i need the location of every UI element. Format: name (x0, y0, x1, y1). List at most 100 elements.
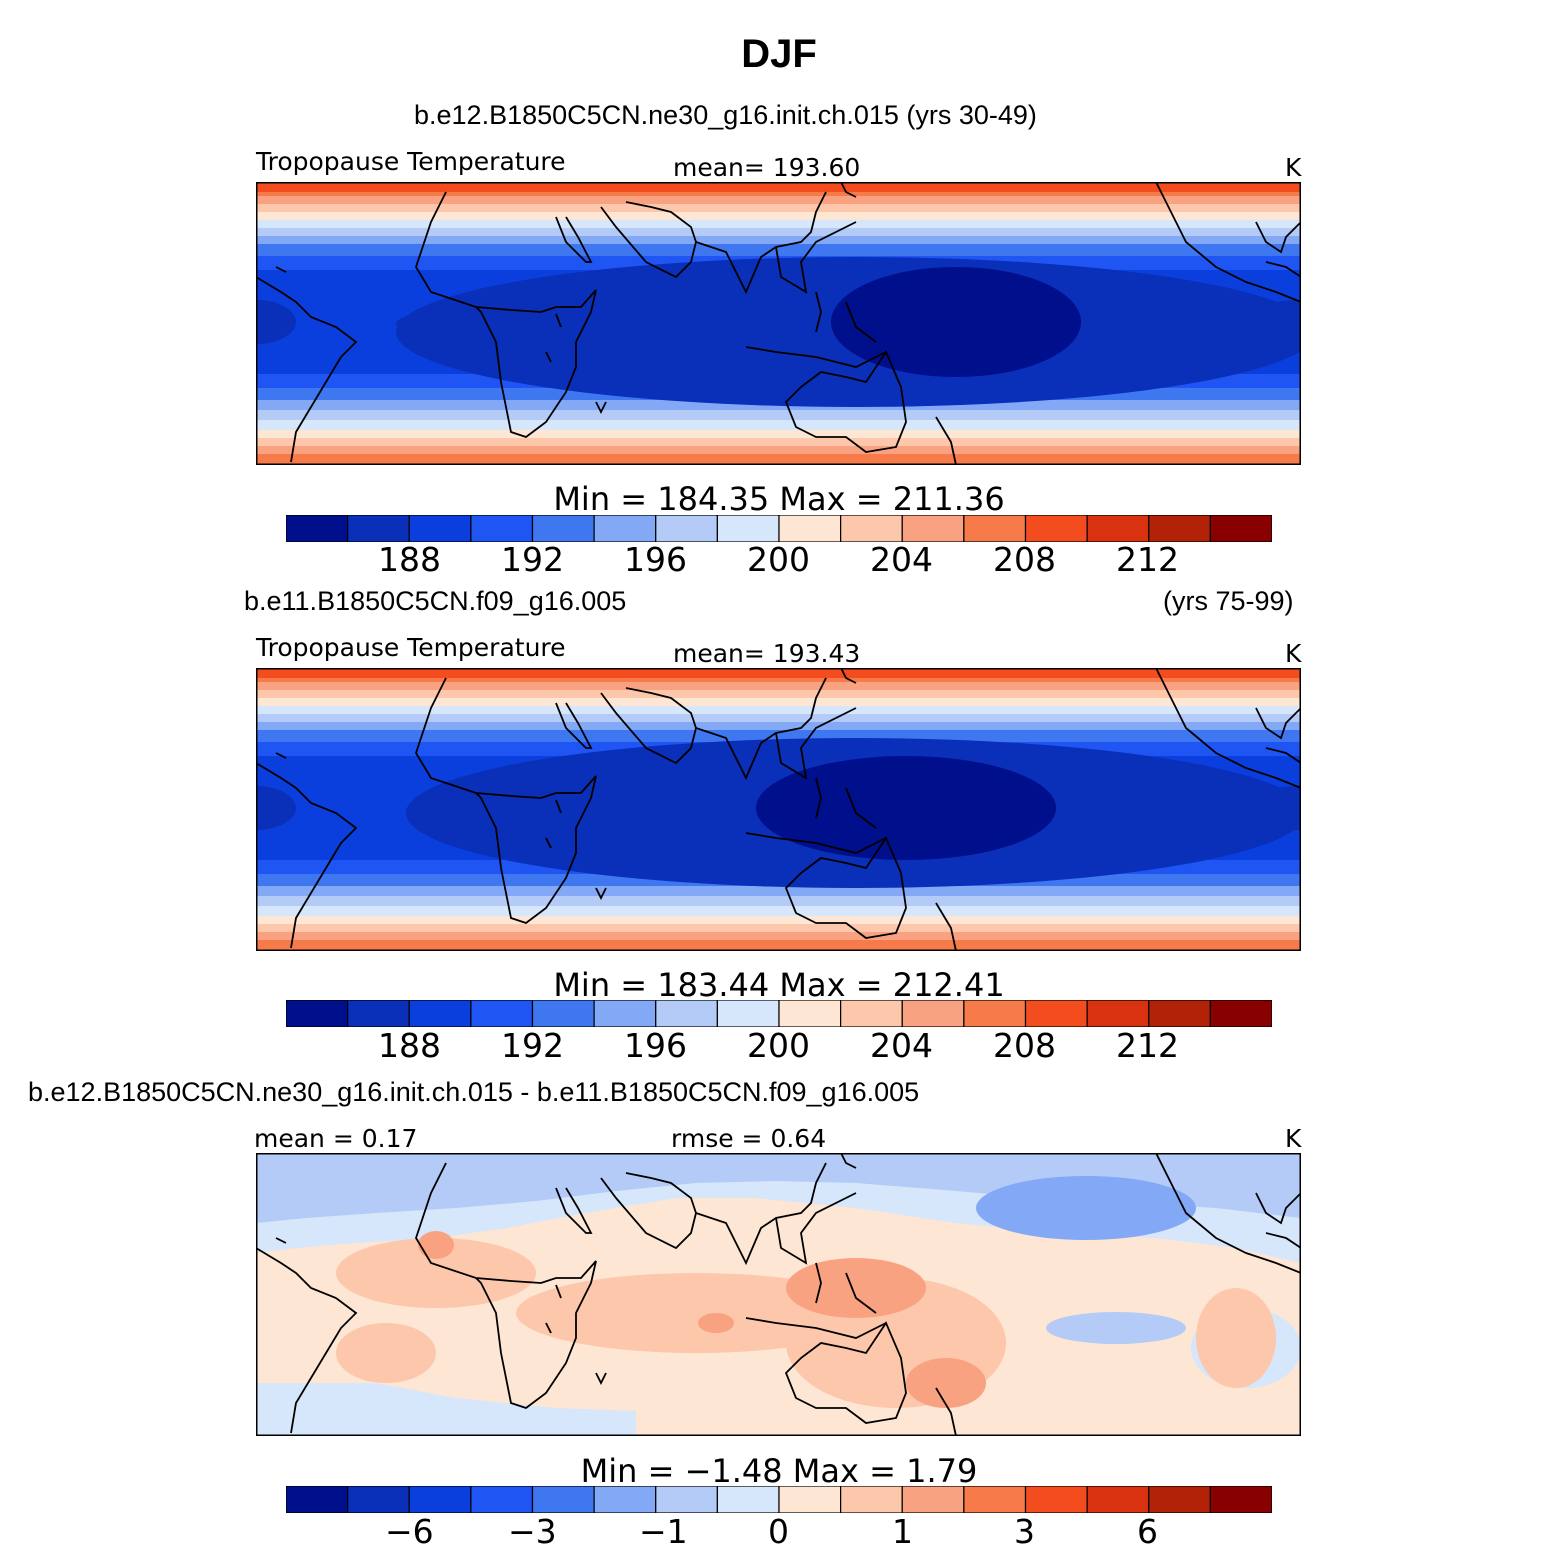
panel1-min-region (831, 267, 1081, 377)
panel2-colorbar (286, 1000, 1272, 1027)
panel1-left-label: Tropopause Temperature (256, 147, 566, 176)
panel2-colorbar-box-10 (840, 1000, 903, 1027)
panel1-tick-4: 200 (747, 540, 810, 579)
panel3-colorbar-box-2 (347, 1486, 410, 1513)
panel1-units: K (1285, 153, 1302, 182)
panel2-colorbar-box-4 (470, 1000, 534, 1027)
figure-title: DJF (741, 32, 817, 76)
panel2-colorbar-box-11 (901, 1000, 965, 1027)
panel3-tick-2: −3 (508, 1512, 557, 1551)
panel3-coastlines (256, 1153, 1301, 1436)
panel1-colorbar-box-12 (963, 515, 1027, 542)
panel1-tick-5: 204 (870, 540, 933, 579)
panel3-colorbar-box-5 (531, 1486, 595, 1513)
panel2-tick-7: 212 (1116, 1026, 1179, 1065)
panel1-colorbar-box-7 (655, 515, 718, 542)
panel1-tick-2: 192 (501, 540, 564, 579)
panel2-years: (yrs 75-99) (1163, 586, 1294, 616)
panel1-coastlines (256, 182, 1301, 465)
panel3-colorbar-box-16 (1209, 1486, 1272, 1513)
panel2-tick-2: 192 (501, 1026, 564, 1065)
panel3-colorbar-box-15 (1148, 1486, 1211, 1513)
panel1-colorbar-box-5 (531, 515, 595, 542)
panel2-colorbar-box-16 (1209, 1000, 1272, 1027)
panel1-colorbar-box-2 (347, 515, 410, 542)
panel2-coastlines (256, 668, 1301, 951)
panel1-colorbar-box-6 (593, 515, 657, 542)
panel2-min-region (756, 756, 1056, 860)
panel2-colorbar-box-15 (1148, 1000, 1211, 1027)
panel2-colorbar-box-8 (716, 1000, 780, 1027)
panel1-colorbar-box-3 (408, 515, 472, 542)
panel1-colorbar (286, 515, 1272, 542)
panel3-tick-6: 3 (1014, 1512, 1035, 1551)
panel3-map-frame (256, 1153, 1301, 1436)
panel1-tick-6: 208 (993, 540, 1056, 579)
panel2-south-warm-band (256, 940, 1301, 951)
panel3-min-max: Min = −1.48 Max = 1.79 (580, 1452, 978, 1490)
panel1-colorbar-box-8 (716, 515, 780, 542)
panel3-max-region (786, 1258, 926, 1318)
panel1-case-title: b.e12.B1850C5CN.ne30_g16.init.ch.015 (yr… (414, 100, 1037, 130)
panel2-colorbar-box-6 (593, 1000, 657, 1027)
panel3-colorbar-box-9 (778, 1486, 842, 1513)
panel2-units: K (1285, 639, 1302, 668)
panel1-colorbar-box-14 (1086, 515, 1150, 542)
panel1-tick-3: 196 (624, 540, 687, 579)
panel3-case-title: b.e12.B1850C5CN.ne30_g16.init.ch.015 - b… (28, 1077, 920, 1107)
panel2-colorbar-box-1 (286, 1000, 349, 1027)
panel2-tick-6: 208 (993, 1026, 1056, 1065)
panel3-colorbar-box-4 (470, 1486, 534, 1513)
panel3-colorbar-box-8 (716, 1486, 780, 1513)
panel1-tick-1: 188 (378, 540, 441, 579)
panel3-colorbar-box-13 (1024, 1486, 1088, 1513)
panel2-colorbar-box-13 (1024, 1000, 1088, 1027)
panel1-colorbar-box-4 (470, 515, 534, 542)
panel2-min-max: Min = 183.44 Max = 212.41 (553, 966, 1005, 1004)
panel2-colorbar-box-2 (347, 1000, 410, 1027)
panel3-colorbar (286, 1486, 1272, 1513)
panel3-colorbar-box-7 (655, 1486, 718, 1513)
panel2-left-label: Tropopause Temperature (256, 633, 566, 662)
panel2-map (256, 668, 1301, 951)
panel1-colorbar-box-11 (901, 515, 965, 542)
panel3-mean-label: mean = 0.17 (254, 1124, 418, 1153)
panel3-map (256, 1153, 1301, 1436)
panel3-tick-4: 0 (768, 1512, 789, 1551)
panel1-colorbar-box-15 (1148, 515, 1211, 542)
panel2-tick-5: 204 (870, 1026, 933, 1065)
panel3-colorbar-box-10 (840, 1486, 903, 1513)
panel2-colorbar-box-3 (408, 1000, 472, 1027)
panel2-case-title: b.e11.B1850C5CN.f09_g16.005 (244, 586, 627, 616)
panel3-colorbar-box-14 (1086, 1486, 1150, 1513)
panel2-colorbar-box-9 (778, 1000, 842, 1027)
panel1-south-warm-band (256, 454, 1301, 465)
panel3-rmse-label: rmse = 0.64 (671, 1124, 827, 1153)
panel1-map-frame (256, 182, 1301, 465)
panel3-units: K (1285, 1124, 1302, 1153)
panel3-colorbar-box-11 (901, 1486, 965, 1513)
panel1-colorbar-box-9 (778, 515, 842, 542)
panel2-colorbar-box-12 (963, 1000, 1027, 1027)
panel1-colorbar-box-13 (1024, 515, 1088, 542)
panel2-tick-4: 200 (747, 1026, 810, 1065)
panel1-colorbar-box-10 (840, 515, 903, 542)
panel1-colorbar-box-16 (1209, 515, 1272, 542)
panel3-colorbar-box-12 (963, 1486, 1027, 1513)
panel2-tick-1: 188 (378, 1026, 441, 1065)
panel1-tick-7: 212 (1116, 540, 1179, 579)
panel3-tick-3: −1 (639, 1512, 688, 1551)
panel1-min-max: Min = 184.35 Max = 211.36 (553, 480, 1005, 518)
panel2-center-label: mean= 193.43 (673, 639, 861, 668)
panel2-colorbar-box-5 (531, 1000, 595, 1027)
panel3-colorbar-box-1 (286, 1486, 349, 1513)
panel2-colorbar-box-14 (1086, 1000, 1150, 1027)
panel3-colorbar-box-3 (408, 1486, 472, 1513)
panel3-tick-1: −6 (385, 1512, 434, 1551)
panel1-colorbar-box-1 (286, 515, 349, 542)
panel1-map (256, 182, 1301, 465)
panel3-tick-5: 1 (892, 1512, 913, 1551)
panel2-tick-3: 196 (624, 1026, 687, 1065)
panel3-tick-7: 6 (1137, 1512, 1158, 1551)
panel1-center-label: mean= 193.60 (673, 153, 861, 182)
